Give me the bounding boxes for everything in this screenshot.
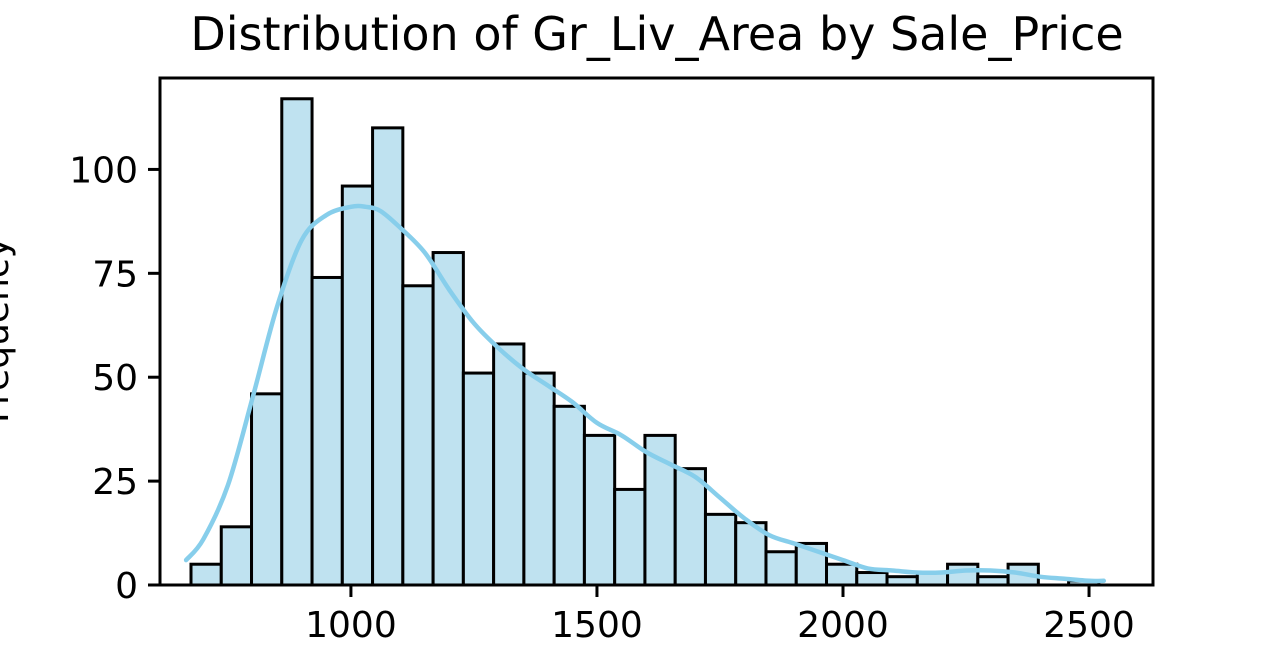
histogram-bar — [855, 571, 889, 587]
histogram-bar — [703, 512, 738, 587]
y-axis-label: Frequency — [0, 237, 17, 423]
y-tick-label: 25 — [92, 462, 138, 503]
histogram-bar — [522, 371, 556, 587]
histogram-bar — [401, 284, 435, 587]
histogram-bar — [280, 97, 314, 587]
x-tick-label: 2000 — [797, 605, 889, 646]
histogram-bar — [371, 126, 405, 587]
y-tick-label: 75 — [92, 254, 138, 295]
kde-curve — [183, 203, 1107, 584]
histogram-bar — [461, 371, 496, 587]
histogram-bar — [582, 433, 617, 587]
plot-frame — [158, 76, 1155, 587]
histogram-bar — [673, 467, 707, 587]
histogram-bar — [219, 525, 254, 587]
histogram-bar — [613, 487, 647, 587]
x-tick-label: 1500 — [551, 605, 643, 646]
y-tick-label: 100 — [69, 150, 138, 191]
x-axis: 1000 1500 2000 2500 — [305, 585, 1135, 646]
histogram-bar — [552, 404, 586, 587]
histogram-bar — [492, 342, 526, 587]
histogram-bar — [250, 392, 284, 587]
bars-layer — [189, 97, 1101, 587]
chart-title: Distribution of Gr_Liv_Area by Sale_Pric… — [190, 7, 1123, 61]
histogram-bar — [825, 562, 859, 587]
histogram-bar — [189, 562, 223, 587]
x-tick-label: 2500 — [1043, 605, 1135, 646]
x-tick-label: 1000 — [305, 605, 397, 646]
histogram-bar — [340, 184, 375, 587]
y-tick-label: 0 — [115, 566, 138, 607]
histogram-bar — [946, 562, 980, 587]
y-axis: 0 25 50 75 100 — [69, 150, 160, 607]
y-tick-label: 50 — [92, 358, 138, 399]
histogram-bar — [310, 275, 344, 587]
histogram-bar — [764, 550, 798, 587]
